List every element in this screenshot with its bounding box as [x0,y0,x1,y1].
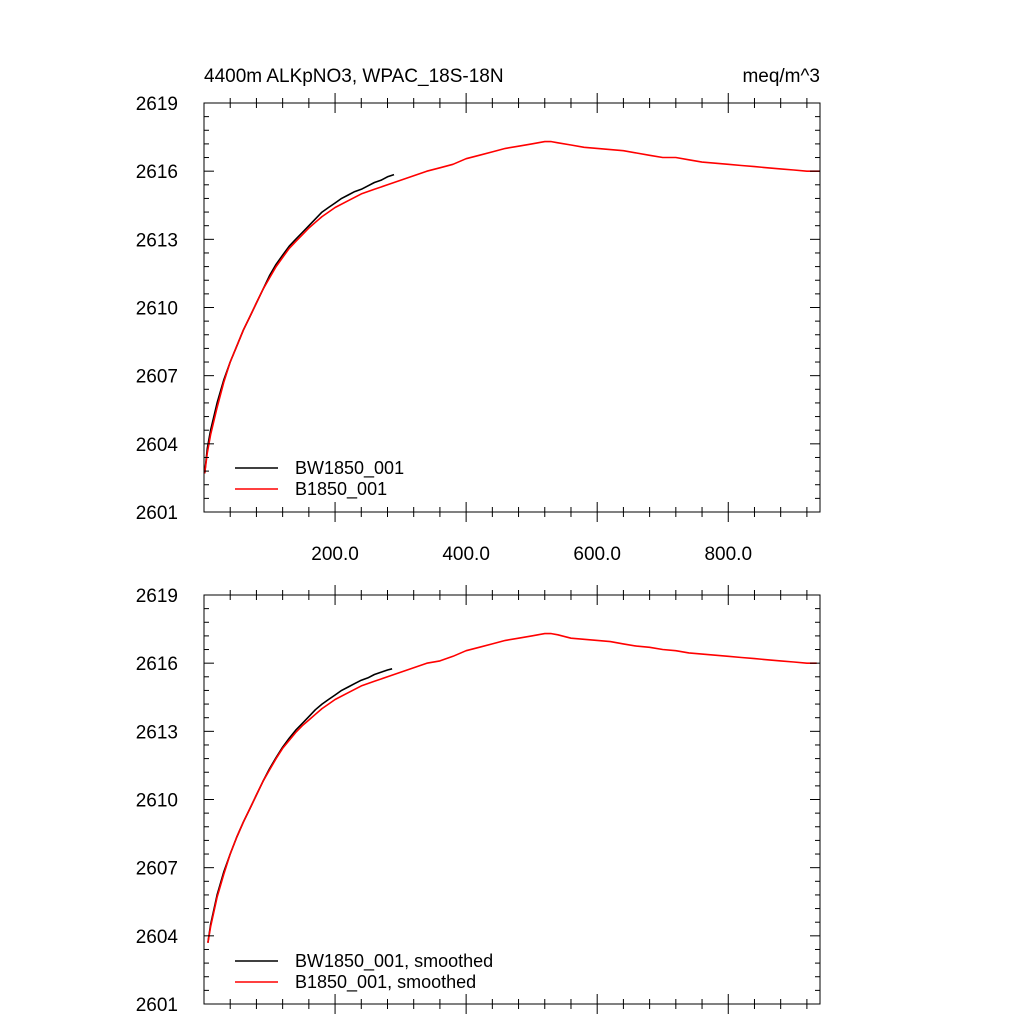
legend-label: BW1850_001 [295,458,404,479]
y-tick-label: 2604 [136,435,179,456]
y-tick-label: 2607 [136,859,178,880]
y-tick-label: 2619 [136,94,178,115]
series-line-1 [207,632,817,943]
panel-smoothed: 2601 2604 2607 2610 2613 2616 2619 BW1850_001, … [136,585,821,1016]
y-tick-label: 2616 [136,162,178,183]
y-tick-label: 2619 [136,586,178,607]
y-tick-label: 2616 [136,654,178,675]
y-tick-label: 2601 [136,995,178,1016]
y-tick-label: 2607 [136,367,178,388]
legend-label: B1850_001 [295,479,387,500]
x-tick-label: 200.0 [311,544,359,565]
y-tick-label: 2610 [136,791,178,812]
x-tick-label: 400.0 [442,544,490,565]
series-line-0 [207,668,393,943]
series-line-1 [203,140,820,474]
x-tick-label: 800.0 [704,544,752,565]
y-tick-label: 2613 [136,722,178,743]
legend-label: BW1850_001, smoothed [295,951,493,972]
panel-raw: 2601 2604 2607 2610 2613 2616 2619 200.0 400.0 60… [136,93,821,565]
units-label: meq/m^3 [742,66,820,87]
y-tick-label: 2601 [136,503,178,524]
y-tick-label: 2610 [136,299,178,320]
chart-title: 4400m ALKpNO3, WPAC_18S-18N [204,66,504,87]
y-tick-label: 2613 [136,230,178,251]
y-tick-label: 2604 [136,927,179,948]
series-line-0 [203,173,395,474]
legend-label: B1850_001, smoothed [295,972,476,993]
x-tick-label: 600.0 [573,544,621,565]
